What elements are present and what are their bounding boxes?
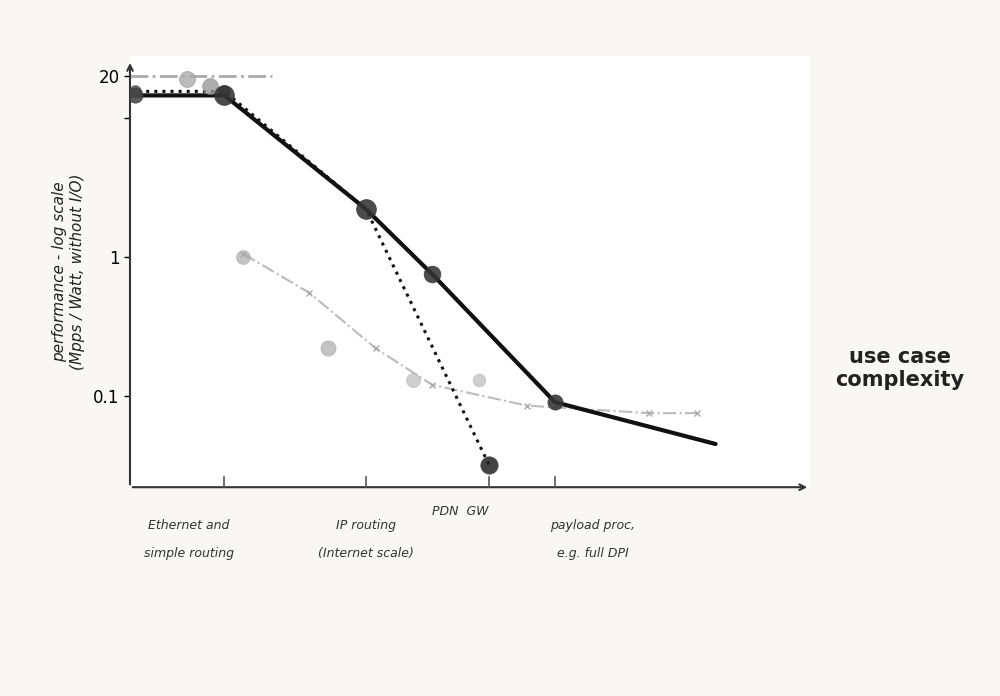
Point — [202, 80, 218, 91]
Text: IP routing: IP routing — [336, 519, 396, 532]
Point — [216, 90, 232, 101]
Point — [358, 204, 374, 215]
Text: e.g. full DPI: e.g. full DPI — [557, 547, 629, 560]
Point — [547, 397, 563, 408]
Text: Ethernet and: Ethernet and — [148, 519, 229, 532]
Point — [216, 86, 232, 97]
Point — [424, 269, 440, 280]
Point — [405, 374, 421, 386]
Text: use case
complexity: use case complexity — [835, 347, 965, 390]
Text: payload proc,: payload proc, — [550, 519, 635, 532]
Point — [471, 374, 487, 386]
Point — [320, 342, 336, 354]
Point — [235, 251, 251, 262]
Text: (Internet scale): (Internet scale) — [318, 547, 414, 560]
Point — [481, 459, 497, 470]
Y-axis label: performance - log scale
(Mpps / Watt, without I/O): performance - log scale (Mpps / Watt, wi… — [52, 173, 85, 370]
Text: simple routing: simple routing — [144, 547, 234, 560]
Point — [127, 86, 143, 97]
Text: PDN  GW: PDN GW — [432, 505, 489, 518]
Point — [127, 90, 143, 101]
Point — [179, 74, 195, 85]
